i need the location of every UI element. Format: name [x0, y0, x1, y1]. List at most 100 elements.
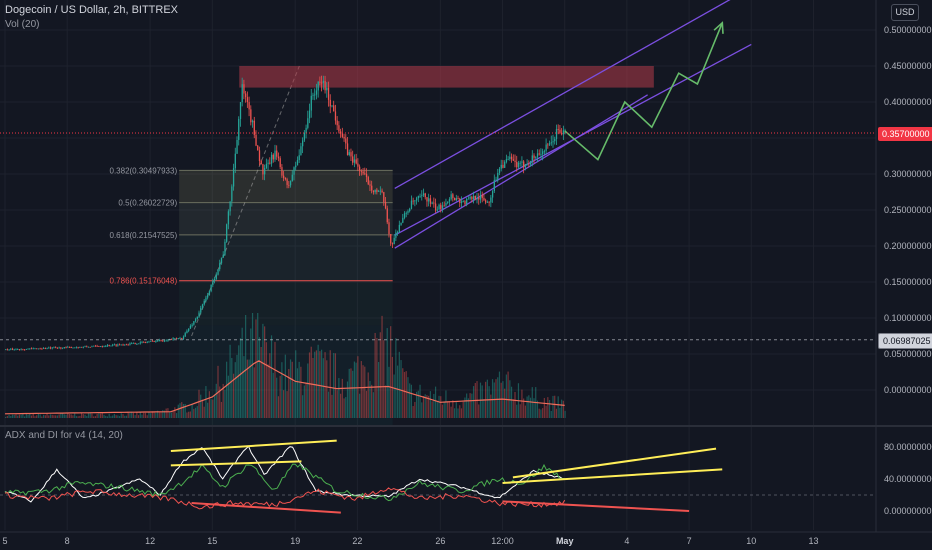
- volume-bar: [464, 397, 466, 418]
- candle-body: [486, 201, 489, 203]
- volume-bar: [58, 414, 60, 418]
- candle-body: [27, 348, 29, 350]
- candle-body: [307, 118, 309, 128]
- volume-bar: [381, 315, 383, 418]
- volume-bar: [270, 335, 273, 418]
- candle-body: [364, 173, 366, 175]
- candle-body: [371, 185, 373, 191]
- candle-body: [381, 190, 383, 193]
- volume-bar: [493, 382, 495, 418]
- candle-body: [184, 333, 186, 337]
- candle-body: [502, 164, 504, 168]
- volume-bar: [410, 384, 413, 418]
- candle-body: [165, 340, 167, 342]
- volume-bar: [403, 372, 406, 418]
- fib-band-1: [179, 202, 393, 235]
- indicator-axis-label-1: 40.00000000: [884, 474, 932, 484]
- volume-bar: [262, 323, 264, 418]
- volume-bar: [220, 401, 223, 418]
- adx-trend-line-2: [512, 447, 717, 479]
- volume-bar: [283, 390, 285, 418]
- volume-bar: [80, 412, 83, 418]
- volume-bar: [424, 394, 426, 418]
- indicator-label: ADX and DI for v4 (14, 20): [5, 430, 123, 441]
- volume-bar: [445, 390, 447, 418]
- candle-body: [300, 146, 302, 156]
- candle-body: [438, 204, 440, 210]
- adx-trend-line-1: [170, 460, 302, 467]
- volume-bar: [203, 406, 205, 418]
- volume-bar: [452, 400, 454, 418]
- volume-bar: [51, 414, 53, 418]
- volume-bar: [405, 371, 407, 418]
- volume-bar: [6, 416, 8, 418]
- volume-bar: [338, 378, 340, 418]
- volume-bar: [236, 354, 238, 418]
- candle-body: [226, 224, 228, 242]
- candle-body: [144, 342, 147, 344]
- volume-bar: [42, 414, 45, 418]
- candle-body: [504, 161, 506, 168]
- volume-bar: [548, 399, 551, 418]
- candle-body: [65, 347, 67, 348]
- candle-body: [172, 338, 174, 340]
- candle-body: [61, 347, 64, 349]
- projection-path: [564, 22, 724, 161]
- volume-bar: [184, 403, 186, 418]
- candle-body: [393, 237, 395, 245]
- volume-bar: [312, 357, 314, 418]
- indicator-axis-label-2: 0.00000000: [884, 506, 932, 516]
- candle-body: [201, 304, 204, 308]
- volume-bar: [333, 353, 335, 418]
- volume-bar: [65, 414, 67, 418]
- volume-bar: [205, 386, 207, 418]
- candle-body: [559, 129, 561, 133]
- volume-bar: [115, 415, 117, 418]
- volume-bar: [543, 397, 545, 418]
- candle-body: [118, 344, 121, 346]
- volume-bar: [500, 382, 502, 418]
- time-axis-label-3: 15: [207, 536, 217, 546]
- time-axis-label-7: 12:00: [491, 536, 514, 546]
- candle-body: [194, 319, 197, 322]
- candle-body: [53, 347, 55, 349]
- candle-body: [36, 348, 38, 350]
- candle-body: [20, 349, 22, 351]
- candle-body: [246, 97, 249, 103]
- volume-bar: [75, 416, 77, 418]
- candle-body: [524, 163, 527, 168]
- candle-body: [160, 339, 162, 341]
- volume-bar: [98, 413, 100, 418]
- candle-body: [46, 348, 48, 349]
- volume-bar: [345, 397, 347, 418]
- volume-bar: [303, 385, 305, 418]
- candle-body: [338, 125, 340, 132]
- candle-body: [203, 300, 205, 305]
- volume-bar: [472, 386, 475, 418]
- candle-body: [533, 155, 535, 158]
- volume-bar: [143, 412, 145, 418]
- volume-bar: [400, 360, 402, 418]
- time-axis-label-12: 13: [808, 536, 818, 546]
- candle-body: [415, 198, 418, 201]
- volume-bar: [22, 413, 24, 418]
- adx-trend-line-5: [502, 500, 690, 512]
- candle-body: [462, 201, 464, 202]
- volume-bar: [554, 395, 556, 418]
- candle-body: [543, 150, 546, 152]
- candle-body: [200, 307, 202, 313]
- candle-body: [25, 349, 28, 350]
- candle-body: [336, 120, 338, 126]
- candle-body: [321, 82, 323, 84]
- candle-body: [170, 339, 173, 341]
- channel-line-0: [394, 0, 731, 189]
- adx-trend-line-3: [502, 468, 723, 484]
- candle-body: [555, 129, 558, 139]
- volume-bar: [110, 416, 112, 418]
- candle-body: [146, 341, 148, 343]
- volume-bar: [289, 359, 292, 418]
- volume-bar: [257, 313, 259, 418]
- currency-button[interactable]: USD: [891, 4, 919, 21]
